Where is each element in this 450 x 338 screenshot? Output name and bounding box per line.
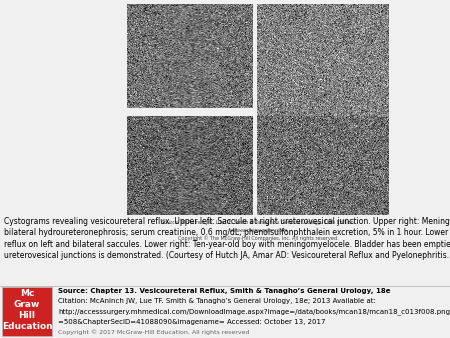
Text: Mc: Mc bbox=[20, 289, 34, 298]
Text: www.accesssurgery.com: www.accesssurgery.com bbox=[228, 227, 288, 233]
Text: Citation: McAninch JW, Lue TF. Smith & Tanagho’s General Urology, 18e; 2013 Avai: Citation: McAninch JW, Lue TF. Smith & T… bbox=[58, 298, 376, 305]
Text: Graw: Graw bbox=[14, 300, 40, 309]
Text: Copyright © 2017 McGraw-Hill Education. All rights reserved: Copyright © 2017 McGraw-Hill Education. … bbox=[58, 329, 250, 335]
Text: Cystograms revealing vesicoureteral reflux. Upper left: Saccule at right uretero: Cystograms revealing vesicoureteral refl… bbox=[4, 217, 450, 260]
Text: Education: Education bbox=[2, 322, 52, 331]
Bar bbox=[2, 287, 52, 336]
Text: Hill: Hill bbox=[18, 311, 36, 320]
Text: Source: McAninch JW, Lue TF. Smith & Tanagho's General Urology, 18th Edition.: Source: McAninch JW, Lue TF. Smith & Tan… bbox=[161, 220, 355, 225]
Text: Copyright © The McGraw-Hill Companies, Inc. All rights reserved.: Copyright © The McGraw-Hill Companies, I… bbox=[178, 235, 338, 241]
Text: http://accesssurgery.mhmedical.com/DownloadImage.aspx?image=/data/books/mcan18/m: http://accesssurgery.mhmedical.com/Downl… bbox=[58, 309, 450, 315]
Text: Source: Chapter 13. Vesicoureteral Reflux, Smith & Tanagho’s General Urology, 18: Source: Chapter 13. Vesicoureteral Reflu… bbox=[58, 288, 391, 294]
Text: =508&ChapterSecID=41088090&imagename= Accessed: October 13, 2017: =508&ChapterSecID=41088090&imagename= Ac… bbox=[58, 319, 326, 325]
